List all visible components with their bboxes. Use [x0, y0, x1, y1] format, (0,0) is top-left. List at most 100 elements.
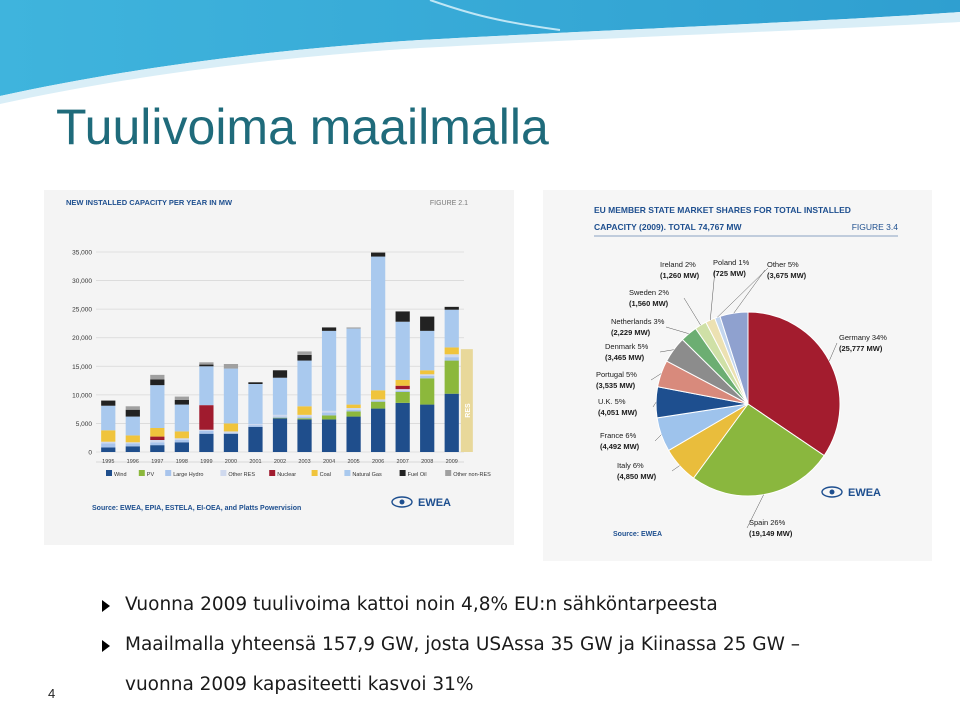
slice-label: Poland 1% — [713, 258, 750, 267]
bar-segment — [199, 430, 214, 434]
bar-segment — [101, 400, 116, 406]
figure-label: FIGURE 2.1 — [430, 200, 468, 207]
slice-label: Germany 34% — [839, 333, 887, 342]
bar-segment — [174, 396, 189, 400]
bar-segment — [297, 360, 312, 407]
bar-segment — [297, 419, 312, 452]
legend-swatch — [269, 470, 276, 476]
bar-segment — [395, 389, 410, 391]
bar-segment — [272, 416, 288, 418]
y-tick-label: 5,000 — [76, 421, 93, 428]
bar-segment — [248, 426, 263, 452]
leader-line — [654, 434, 662, 442]
bar-segment — [321, 412, 337, 416]
bar-segment — [321, 410, 337, 413]
bar-segment — [371, 252, 386, 257]
legend-label: Other RES — [228, 472, 255, 478]
y-tick-label: 10,000 — [72, 392, 92, 399]
bar-segment — [101, 405, 116, 431]
bar-segment — [297, 406, 312, 415]
bar-segment — [346, 327, 361, 329]
bar-segment — [420, 370, 435, 375]
bar-segment — [371, 401, 386, 409]
bar-segment — [321, 327, 337, 331]
bar-segment — [444, 393, 459, 452]
bar-segment — [371, 400, 386, 402]
legend-swatch — [165, 470, 172, 476]
legend-label: Other non-RES — [453, 472, 491, 478]
leader-line — [665, 326, 689, 334]
bar-segment — [272, 418, 288, 452]
bar-segment — [150, 374, 165, 380]
bar-segment — [321, 415, 337, 420]
bar-segment — [444, 360, 459, 394]
slice-value: (4,492 MW) — [600, 442, 640, 451]
leader-line — [652, 402, 657, 408]
slice-value: (3,535 MW) — [596, 381, 636, 390]
bar-segment — [174, 438, 189, 440]
bar-segment — [174, 404, 189, 432]
legend-swatch — [220, 470, 227, 476]
slice-value: (2,229 MW) — [611, 328, 651, 337]
header-banner — [0, 0, 960, 104]
slice-label: Ireland 2% — [660, 260, 696, 269]
bar-segment — [272, 370, 288, 378]
slice-value: (25,777 MW) — [839, 344, 883, 353]
bar-segment — [444, 354, 459, 358]
res-label: RES — [465, 403, 472, 418]
leader-line — [659, 349, 674, 353]
slice-value: (19,149 MW) — [749, 529, 793, 538]
pie-slice — [719, 311, 749, 405]
bar-segment — [420, 374, 435, 376]
bar-segment — [150, 379, 165, 386]
bar-segment — [371, 408, 386, 452]
bar-segment — [150, 385, 165, 428]
legend-label: PV — [147, 472, 155, 478]
bar-segment — [223, 433, 239, 434]
bar-segment — [297, 418, 312, 420]
slice-label: Denmark 5% — [605, 342, 649, 351]
bar-segment — [150, 445, 165, 452]
bar-segment — [174, 400, 189, 405]
chart-title: NEW INSTALLED CAPACITY PER YEAR IN MW — [66, 198, 233, 207]
leader-line — [671, 465, 680, 472]
bar-segment — [199, 429, 214, 431]
bar-segment — [199, 405, 214, 430]
slice-label: Other 5% — [767, 260, 799, 269]
bar-segment — [248, 425, 263, 427]
bar-segment — [420, 330, 435, 371]
bar-segment — [150, 436, 165, 440]
bar-segment — [272, 414, 288, 417]
bar-segment — [125, 406, 140, 410]
slice-label: Spain 26% — [749, 518, 786, 527]
slice-label: Sweden 2% — [629, 288, 669, 297]
chart-title-line2: CAPACITY (2009). TOTAL 74,767 MW — [594, 222, 743, 232]
leader-line — [733, 269, 766, 314]
slice-label: France 6% — [600, 431, 637, 440]
page-number: 4 — [48, 686, 56, 701]
bar-segment — [174, 442, 189, 452]
bar-segment — [346, 411, 361, 417]
logo-eye-icon — [821, 486, 843, 498]
leader-line — [650, 373, 662, 381]
bullet-text: Vuonna 2009 tuulivoima kattoi noin 4,8% … — [125, 594, 718, 615]
bar-segment — [297, 416, 312, 419]
bar-segment — [346, 416, 361, 452]
bar-segment — [150, 428, 165, 437]
bar-segment — [346, 409, 361, 412]
chart-title-line1: EU MEMBER STATE MARKET SHARES FOR TOTAL … — [594, 205, 851, 215]
y-tick-label: 0 — [88, 450, 92, 457]
bullet-text-continuation: vuonna 2009 kapasiteetti kasvoi 31% — [125, 674, 474, 695]
slice-value: (3,465 MW) — [605, 353, 645, 362]
leader-line — [683, 297, 701, 326]
y-tick-label: 20,000 — [72, 335, 92, 342]
bar-chart: NEW INSTALLED CAPACITY PER YEAR IN MW FIG… — [66, 198, 491, 512]
bar-segment — [444, 306, 459, 310]
legend-label: Coal — [320, 472, 331, 478]
bar-segment — [199, 433, 214, 452]
bar-segment — [444, 347, 459, 355]
bar-segment — [248, 424, 263, 426]
bar-segment — [150, 442, 165, 446]
legend-swatch — [311, 470, 318, 476]
bar-segment — [199, 366, 214, 406]
